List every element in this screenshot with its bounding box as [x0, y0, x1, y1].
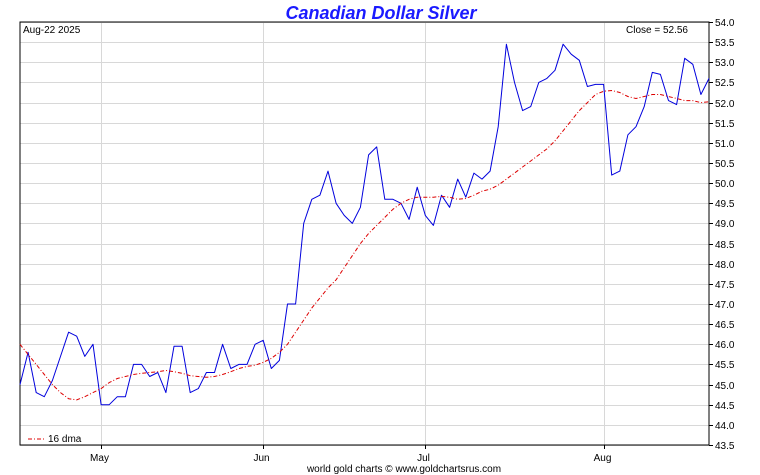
y-tick-label: 46.0: [715, 340, 735, 351]
y-tick-label: 49.5: [715, 199, 735, 210]
y-tick-label: 49.0: [715, 219, 735, 230]
y-tick-label: 44.0: [715, 421, 735, 432]
y-tick-label: 47.5: [715, 280, 735, 291]
chart-title: Canadian Dollar Silver: [285, 3, 477, 23]
y-tick-label: 43.5: [715, 441, 735, 452]
y-tick-label: 50.5: [715, 159, 735, 170]
series-lines: [19, 43, 710, 406]
x-tick-label: Jul: [417, 453, 430, 464]
y-tick-label: 52.5: [715, 78, 735, 89]
plot-frame: [19, 21, 710, 446]
y-tick-label: 52.0: [715, 99, 735, 110]
y-tick-label: 48.5: [715, 240, 735, 251]
y-tick-label: 51.5: [715, 119, 735, 130]
x-tick-label: Aug: [594, 453, 612, 464]
y-axis: 54.0 53.5 53.0 52.5 52.0 51.5 51.0 50.5 50.0 49.5…: [709, 18, 735, 452]
y-tick-label: 45.5: [715, 360, 735, 371]
grid-lines: [20, 22, 709, 446]
y-tick-label: 50.0: [715, 179, 735, 190]
series-line-dma: [19, 90, 710, 401]
x-tick-label: Jun: [253, 453, 269, 464]
y-tick-label: 44.5: [715, 401, 735, 412]
y-tick-label: 51.0: [715, 139, 735, 150]
y-tick-label: 46.5: [715, 320, 735, 331]
x-axis: May Jun Jul Aug: [90, 445, 611, 464]
legend-dma-label: 16 dma: [48, 434, 82, 445]
close-label: Close = 52.56: [626, 25, 688, 36]
footer-credit: world gold charts © www.goldchartsrus.co…: [306, 464, 501, 475]
y-tick-label: 48.0: [715, 260, 735, 271]
x-tick-label: May: [90, 453, 109, 464]
y-tick-label: 54.0: [715, 18, 735, 29]
date-label: Aug-22 2025: [23, 25, 81, 36]
y-tick-label: 45.0: [715, 381, 735, 392]
y-tick-label: 53.0: [715, 58, 735, 69]
y-tick-label: 53.5: [715, 38, 735, 49]
y-tick-label: 47.0: [715, 300, 735, 311]
series-line-price: [19, 43, 710, 406]
